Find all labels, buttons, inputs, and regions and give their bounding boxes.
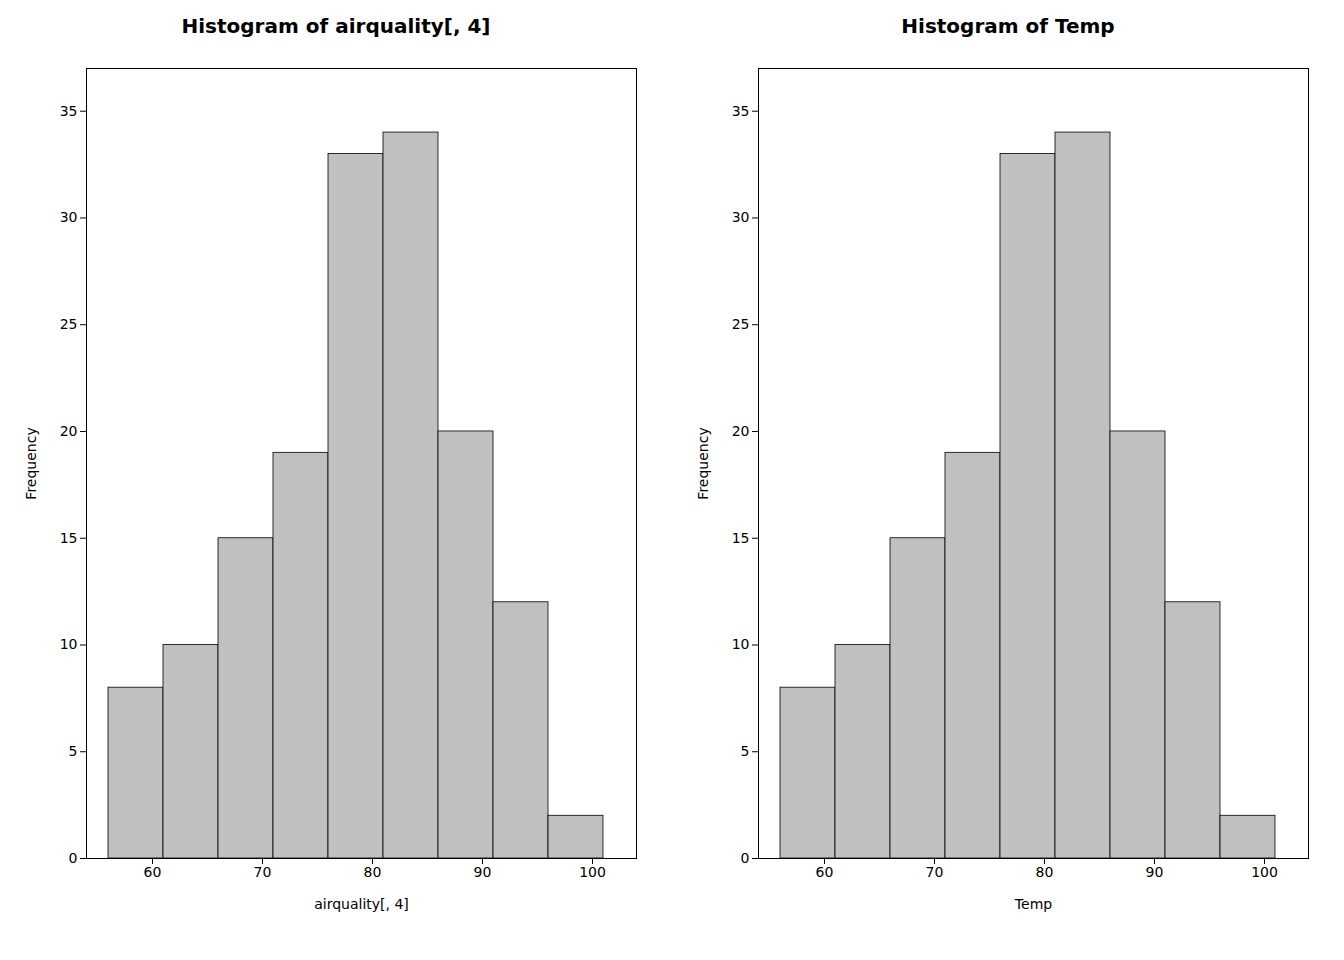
svg-text:0: 0 bbox=[69, 850, 78, 866]
svg-text:80: 80 bbox=[364, 864, 382, 880]
svg-text:70: 70 bbox=[926, 864, 944, 880]
svg-text:Frequency: Frequency bbox=[23, 427, 39, 499]
html-text:Histogram of airquality[, 4]: Histogram of airquality[, 4] bbox=[181, 14, 491, 38]
svg-text:5: 5 bbox=[69, 743, 78, 759]
svg-text:60: 60 bbox=[816, 864, 834, 880]
svg-text:25: 25 bbox=[60, 316, 78, 332]
svg-text:90: 90 bbox=[474, 864, 492, 880]
svg-text:70: 70 bbox=[254, 864, 272, 880]
svg-text:15: 15 bbox=[732, 530, 750, 546]
svg-text:airquality[, 4]: airquality[, 4] bbox=[314, 896, 409, 912]
svg-text:10: 10 bbox=[732, 636, 750, 652]
svg-text:10: 10 bbox=[60, 636, 78, 652]
html-text:Histogram of Temp: Histogram of Temp bbox=[901, 14, 1115, 38]
svg-text:100: 100 bbox=[1251, 864, 1278, 880]
svg-text:60: 60 bbox=[144, 864, 162, 880]
svg-text:25: 25 bbox=[732, 316, 750, 332]
svg-text:35: 35 bbox=[732, 103, 750, 119]
svg-text:80: 80 bbox=[1036, 864, 1054, 880]
svg-text:20: 20 bbox=[60, 423, 78, 439]
svg-text:5: 5 bbox=[741, 743, 750, 759]
svg-text:15: 15 bbox=[60, 530, 78, 546]
svg-text:30: 30 bbox=[60, 209, 78, 225]
svg-text:20: 20 bbox=[732, 423, 750, 439]
svg-text:100: 100 bbox=[579, 864, 606, 880]
svg-text:0: 0 bbox=[741, 850, 750, 866]
svg-text:30: 30 bbox=[732, 209, 750, 225]
svg-text:90: 90 bbox=[1146, 864, 1164, 880]
svg-text:35: 35 bbox=[60, 103, 78, 119]
svg-text:Temp: Temp bbox=[1014, 896, 1052, 912]
svg-text:Frequency: Frequency bbox=[695, 427, 711, 499]
